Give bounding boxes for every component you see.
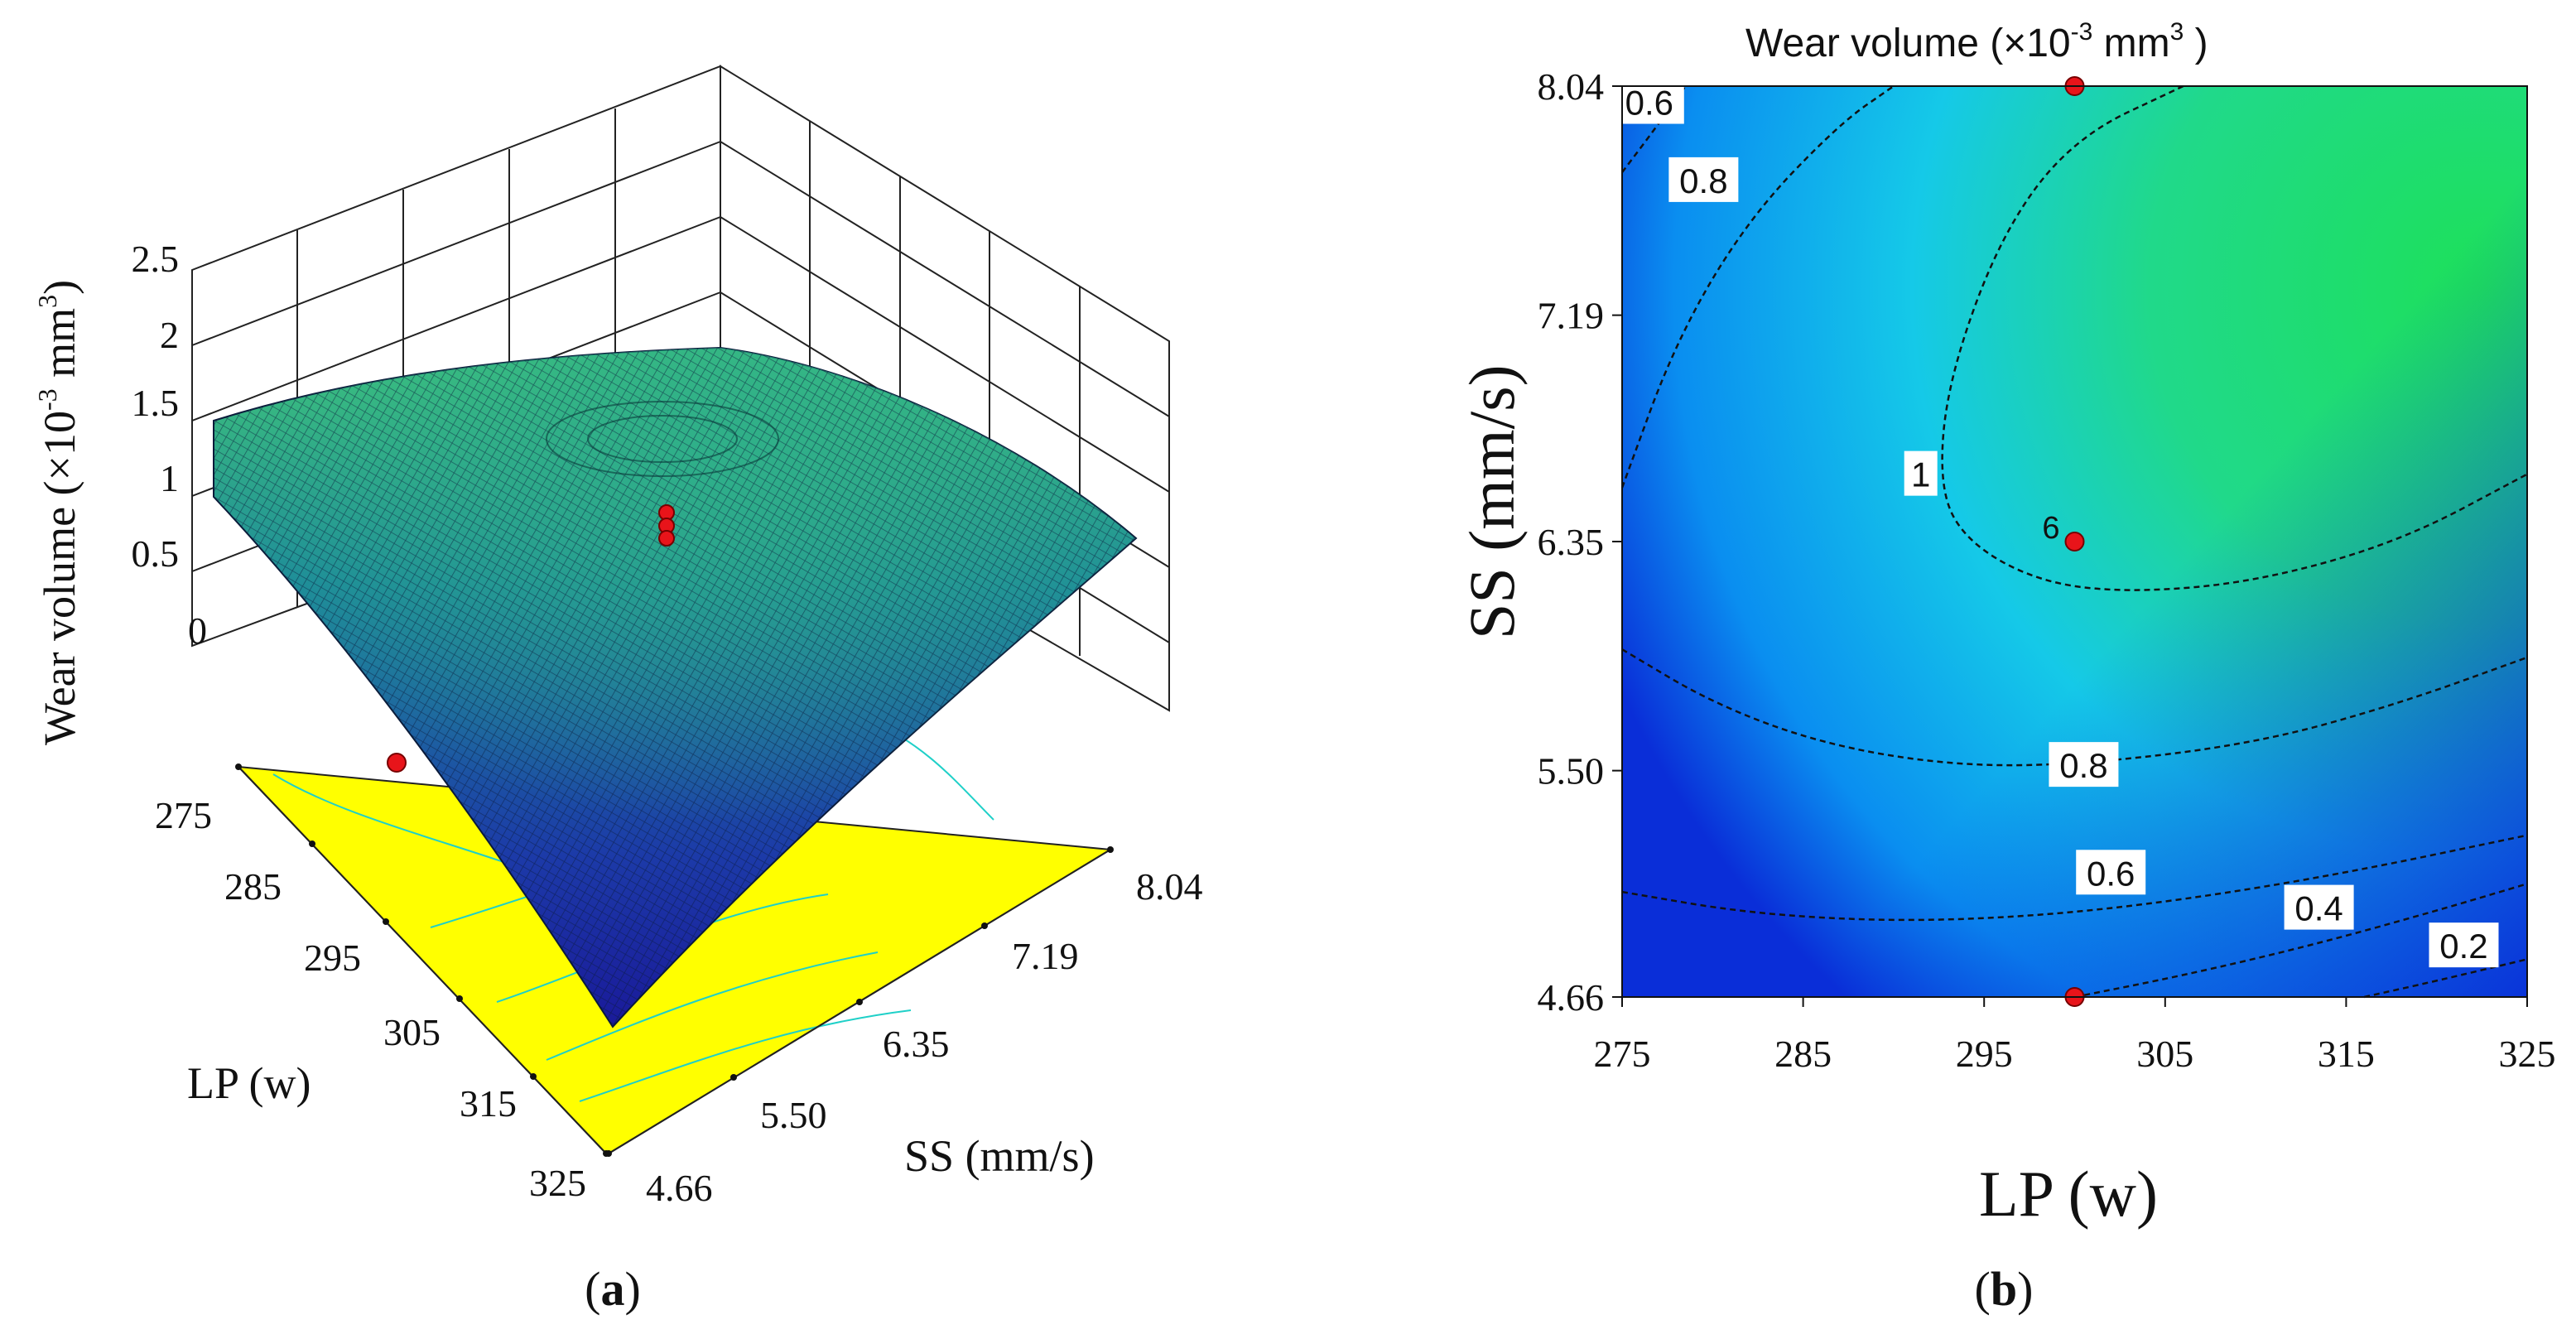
z-tick-4: 2: [160, 314, 179, 356]
contour-label-text-6: 0.2: [2439, 927, 2487, 966]
contour-x-tick-275: 275: [1594, 1033, 1651, 1075]
contour-label-5: 0.4: [2284, 884, 2354, 930]
contour-label-1: 0.8: [1668, 157, 1739, 202]
response-surface: [213, 346, 1138, 1028]
ss-tick-6.35: 6.35: [883, 1023, 950, 1065]
contour-line-0.6-lower: [1621, 834, 2528, 922]
panel-a: 0 0.5 1 1.5 2 2.5 Wear volume (×10-3 mm3…: [32, 65, 1203, 1316]
z-tick-2: 1: [160, 457, 179, 499]
contour-title: Wear volume (×10-3 mm3 ): [1745, 18, 2208, 65]
contour-x-tick-315: 315: [2318, 1033, 2375, 1075]
lp-axis-label: LP (w): [187, 1058, 311, 1108]
ss-tick-marks: [605, 846, 1114, 1157]
contour-y-tick-5.50: 5.50: [1538, 750, 1605, 792]
z-tick-5: 2.5: [132, 238, 180, 280]
contour-y-axis-label: SS (mm/s): [1456, 364, 1528, 639]
contour-design-point-label: 6: [2042, 511, 2059, 546]
contour-label-6: 0.2: [2429, 922, 2499, 968]
lp-tick-325: 325: [529, 1162, 586, 1204]
contour-label-text-4: 0.6: [2087, 854, 2135, 893]
contour-y-tick-4.66: 4.66: [1538, 976, 1605, 1019]
contour-line-0.4: [2074, 883, 2528, 999]
contour-x-tick-285: 285: [1774, 1033, 1832, 1075]
lp-tick-285: 285: [224, 865, 282, 908]
contour-y-tick-8.04: 8.04: [1538, 65, 1605, 108]
ss-axis-label: SS (mm/s): [904, 1131, 1095, 1181]
z-tick-1: 0.5: [132, 532, 180, 575]
z-axis-label: Wear volume (×10-3 mm3): [32, 280, 84, 745]
contour-label-4: 0.6: [2076, 850, 2146, 895]
contour-x-tick-325: 325: [2499, 1033, 2556, 1075]
contour-line-1: [1941, 84, 2528, 591]
design-point-center-3: [658, 530, 675, 547]
contour-x-tick-295: 295: [1956, 1033, 2013, 1075]
contour-label-text-0: 0.6: [1625, 84, 1673, 123]
lp-tick-305: 305: [383, 1011, 441, 1053]
panel-label-b: (b): [1975, 1262, 2034, 1316]
contour-line-0.8-upper: [1620, 84, 1895, 489]
lp-tick-295: 295: [304, 937, 361, 979]
contour-label-text-3: 0.8: [2059, 746, 2107, 785]
contour-label-text-2: 1: [1911, 455, 1930, 494]
z-tick-0: 0: [188, 609, 207, 652]
contour-label-3: 0.8: [2049, 742, 2119, 788]
contour-axes: 275 285 295 305 315 325 4.66 5.50 6.35 7.19 8.04: [1538, 65, 2556, 1075]
ss-tick-4.66: 4.66: [646, 1167, 713, 1209]
contour-y-tick-6.35: 6.35: [1538, 521, 1605, 563]
contour-line-0.2: [2363, 958, 2528, 999]
design-point-floor: [387, 753, 407, 773]
panel-label-a: (a): [585, 1262, 641, 1316]
z-tick-3: 1.5: [132, 382, 180, 424]
contour-label-text-1: 0.8: [1679, 161, 1727, 200]
contour-label-2: 1: [1904, 450, 1938, 496]
contour-label-text-5: 0.4: [2294, 889, 2342, 928]
contour-design-point-1: [2064, 532, 2085, 551]
lp-tick-275: 275: [155, 794, 212, 836]
contour-x-axis-label: LP (w): [1979, 1158, 2158, 1230]
panel-b: Wear volume (×10-3 mm3 ) 0.60.810.80.60.…: [1456, 18, 2556, 1316]
ss-tick-5.50: 5.50: [760, 1094, 827, 1136]
contour-x-tick-305: 305: [2136, 1033, 2193, 1075]
contour-y-tick-7.19: 7.19: [1538, 295, 1605, 337]
ss-tick-7.19: 7.19: [1012, 935, 1079, 977]
lp-tick-315: 315: [460, 1082, 517, 1125]
ss-tick-8.04: 8.04: [1136, 865, 1203, 908]
